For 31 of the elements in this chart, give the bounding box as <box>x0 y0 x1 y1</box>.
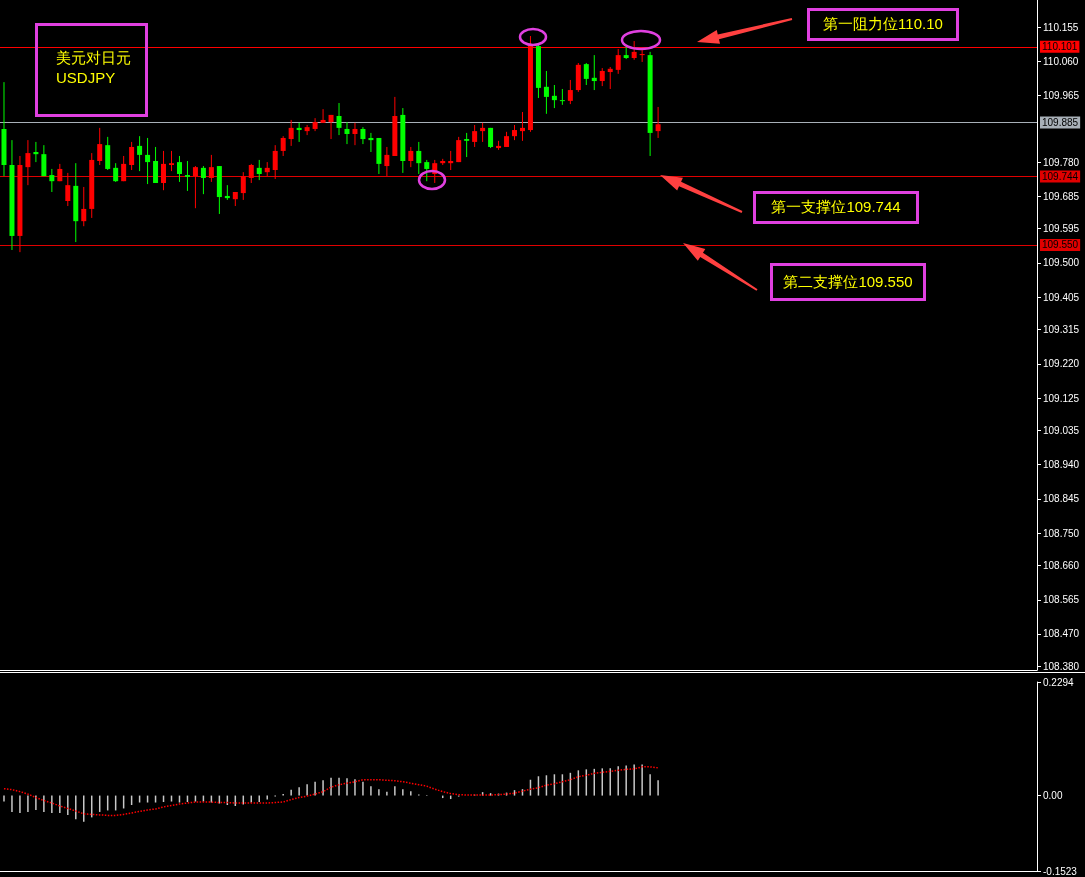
y-tick-label: 0.00 <box>1043 790 1063 802</box>
y-tick-label: 108.845 <box>1043 493 1080 505</box>
y-tick-label: 109.220 <box>1043 358 1080 370</box>
y-tick-label: 110.155 <box>1043 21 1079 33</box>
y-tick-label: 108.940 <box>1043 459 1080 471</box>
y-tick-label: 109.780 <box>1043 156 1080 168</box>
ref-line-label: 109.744 <box>1042 171 1079 183</box>
y-tick-label: 110.060 <box>1043 55 1079 67</box>
y-tick-label: 109.595 <box>1043 223 1080 235</box>
annotation: 第二支撑位109.550 <box>770 263 926 301</box>
annotation: 第一支撑位109.744 <box>753 191 919 224</box>
annotation: 第一阻力位110.10 <box>807 8 959 41</box>
y-tick-label: 108.380 <box>1043 660 1080 672</box>
y-tick-label: 109.035 <box>1043 424 1080 436</box>
text: 美元对日元 <box>56 48 132 68</box>
ref-line-label: 110.101 <box>1042 41 1078 53</box>
y-tick-label: 108.750 <box>1043 527 1080 539</box>
y-tick-label: 109.405 <box>1043 291 1080 303</box>
y-tick-label: 108.660 <box>1043 560 1080 572</box>
y-tick-label: 0.2294 <box>1043 676 1075 688</box>
y-tick-label: 109.315 <box>1043 324 1080 336</box>
y-tick-label: 109.125 <box>1043 392 1080 404</box>
y-tick-label: 108.565 <box>1043 594 1080 606</box>
y-tick-label: 109.965 <box>1043 89 1080 101</box>
y-tick-label: 109.685 <box>1043 190 1080 202</box>
ref-line-label: 109.550 <box>1042 239 1079 251</box>
text: USDJPY <box>56 68 117 88</box>
y-tick-label: -0.1523 <box>1043 865 1078 877</box>
y-tick-label: 109.500 <box>1043 257 1080 269</box>
ref-line-label: 109.885 <box>1042 116 1079 128</box>
y-tick-label: 108.470 <box>1043 628 1080 640</box>
